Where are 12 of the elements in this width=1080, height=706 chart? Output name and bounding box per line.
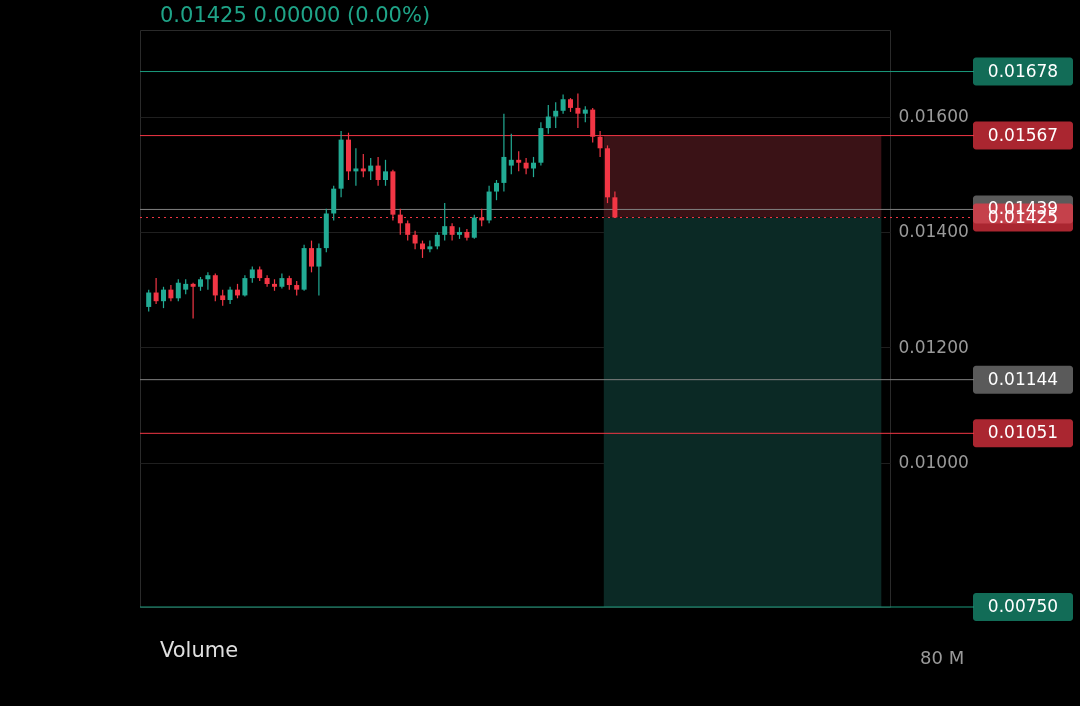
ref-line-label: 0.01567 — [987, 124, 1059, 145]
text: 0.01425 0.00000 (0.00%) — [160, 3, 431, 27]
y-tick-label: 0.01400 — [898, 221, 969, 242]
y-tick-label: 0.01200 — [898, 336, 969, 357]
ref-line-label: 0.01144 — [987, 368, 1059, 389]
ref-line-label: 0.01678 — [987, 60, 1059, 81]
text: Volume — [160, 638, 239, 662]
ref-line-label: 0.01051 — [987, 422, 1059, 443]
ref-line-label: 0.00750 — [987, 596, 1059, 616]
text: 80 M — [920, 647, 965, 668]
y-tick-label: 0.01600 — [898, 106, 969, 127]
y-tick-label: 0.01000 — [898, 452, 969, 473]
